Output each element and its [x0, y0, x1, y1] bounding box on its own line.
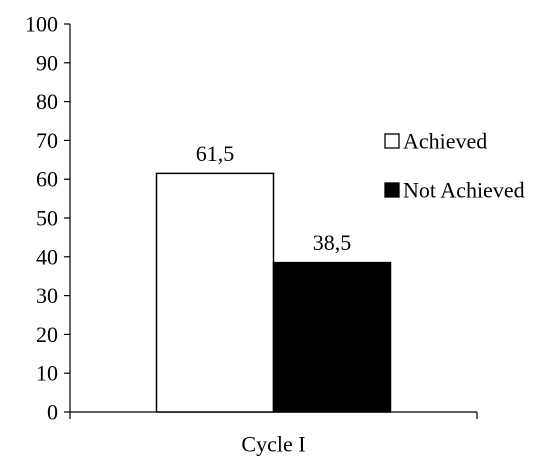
legend: Achieved Not Achieved — [384, 129, 525, 203]
y-tick-label: 30 — [36, 283, 58, 308]
legend-label: Achieved — [403, 129, 487, 154]
y-tick-label: 100 — [25, 12, 58, 37]
legend-label: Not Achieved — [403, 178, 525, 203]
bar-not-achieved — [272, 261, 392, 413]
y-tick-label: 50 — [36, 206, 58, 231]
legend-swatch — [384, 133, 400, 149]
y-tick-label: 0 — [47, 400, 58, 425]
y-tick-label: 80 — [36, 89, 58, 114]
x-axis: Cycle I — [69, 411, 478, 457]
y-tick-label: 40 — [36, 244, 58, 269]
bars: 61,5 38,5 — [155, 141, 392, 413]
data-label: 61,5 — [196, 141, 235, 166]
y-tick-label: 70 — [36, 128, 58, 153]
legend-swatch — [384, 182, 400, 198]
y-tick-label: 90 — [36, 50, 58, 75]
y-tick-label: 10 — [36, 361, 58, 386]
data-label: 38,5 — [313, 230, 352, 255]
y-axis: 0 10 20 30 40 50 60 70 80 90 100 — [25, 12, 71, 425]
bar-achieved — [155, 172, 275, 413]
y-tick-label: 60 — [36, 167, 58, 192]
y-tick-label: 20 — [36, 322, 58, 347]
x-tick-label: Cycle I — [241, 432, 305, 457]
